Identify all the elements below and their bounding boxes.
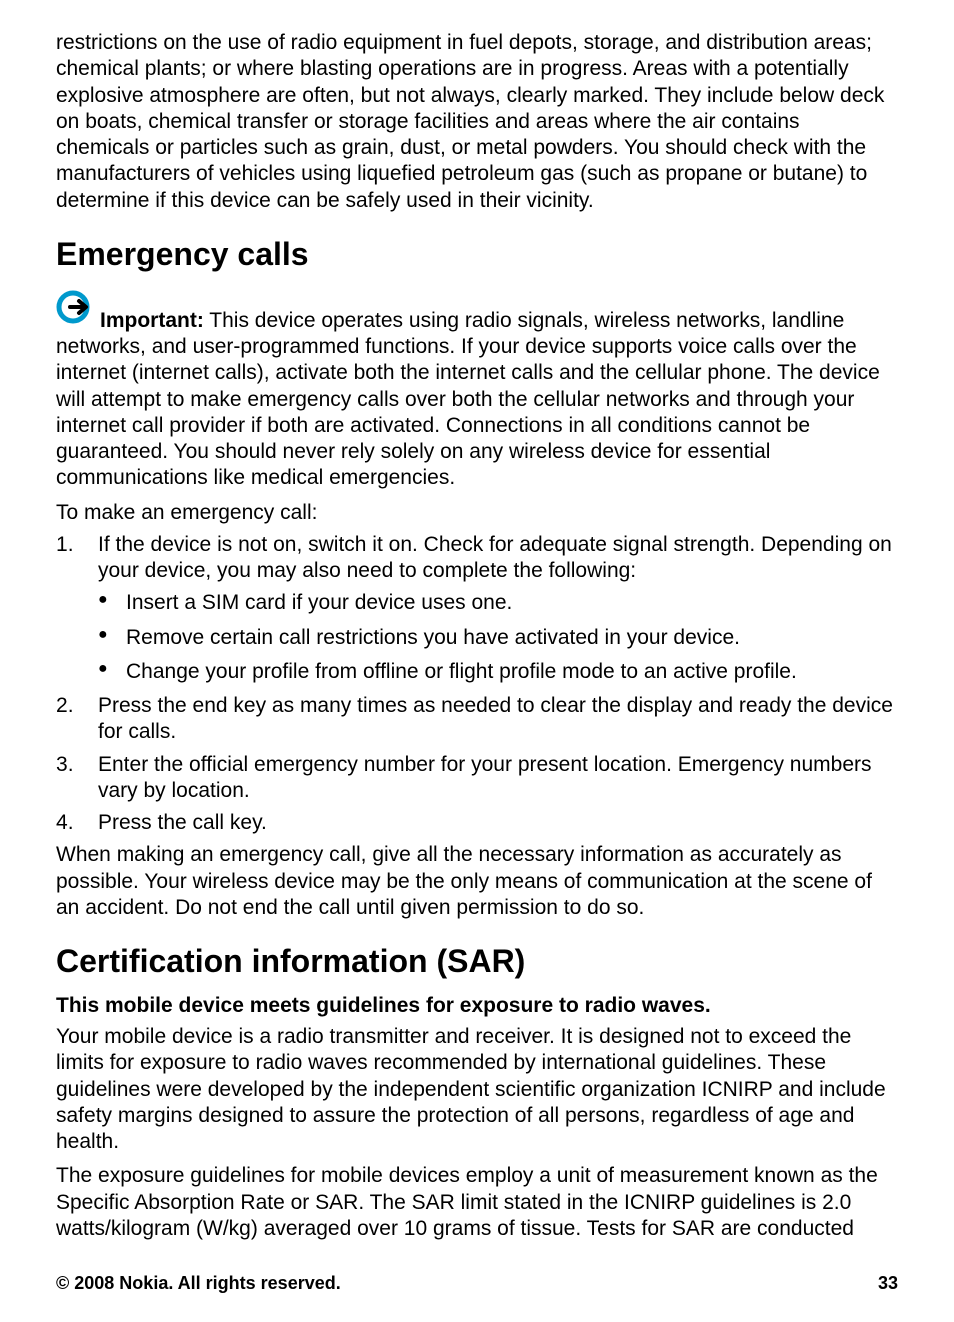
important-label: Important: bbox=[100, 309, 204, 332]
page-number: 33 bbox=[878, 1273, 898, 1294]
sar-subheading: This mobile device meets guidelines for … bbox=[56, 994, 898, 1018]
list-item: Remove certain call restrictions you hav… bbox=[98, 625, 898, 651]
sar-heading: Certification information (SAR) bbox=[56, 943, 898, 980]
intro-paragraph: restrictions on the use of radio equipme… bbox=[56, 30, 898, 214]
step-text: If the device is not on, switch it on. C… bbox=[98, 533, 892, 582]
list-item: Press the end key as many times as neede… bbox=[56, 693, 898, 746]
list-item: If the device is not on, switch it on. C… bbox=[56, 532, 898, 685]
copyright-text: © 2008 Nokia. All rights reserved. bbox=[56, 1273, 341, 1294]
emergency-calls-heading: Emergency calls bbox=[56, 236, 898, 273]
important-block: Important: This device operates using ra… bbox=[56, 287, 898, 492]
emergency-steps: If the device is not on, switch it on. C… bbox=[56, 532, 898, 837]
sar-p1: Your mobile device is a radio transmitte… bbox=[56, 1024, 898, 1155]
emergency-lead: To make an emergency call: bbox=[56, 500, 898, 526]
emergency-closing: When making an emergency call, give all … bbox=[56, 842, 898, 921]
page-footer: © 2008 Nokia. All rights reserved. 33 bbox=[56, 1273, 898, 1294]
list-item: Change your profile from offline or flig… bbox=[98, 659, 898, 685]
important-icon bbox=[56, 287, 98, 334]
list-item: Press the call key. bbox=[56, 810, 898, 836]
list-item: Enter the official emergency number for … bbox=[56, 752, 898, 805]
important-text: This device operates using radio signals… bbox=[56, 309, 880, 490]
list-item: Insert a SIM card if your device uses on… bbox=[98, 590, 898, 616]
sar-p2: The exposure guidelines for mobile devic… bbox=[56, 1163, 898, 1242]
sub-bullets: Insert a SIM card if your device uses on… bbox=[98, 590, 898, 685]
